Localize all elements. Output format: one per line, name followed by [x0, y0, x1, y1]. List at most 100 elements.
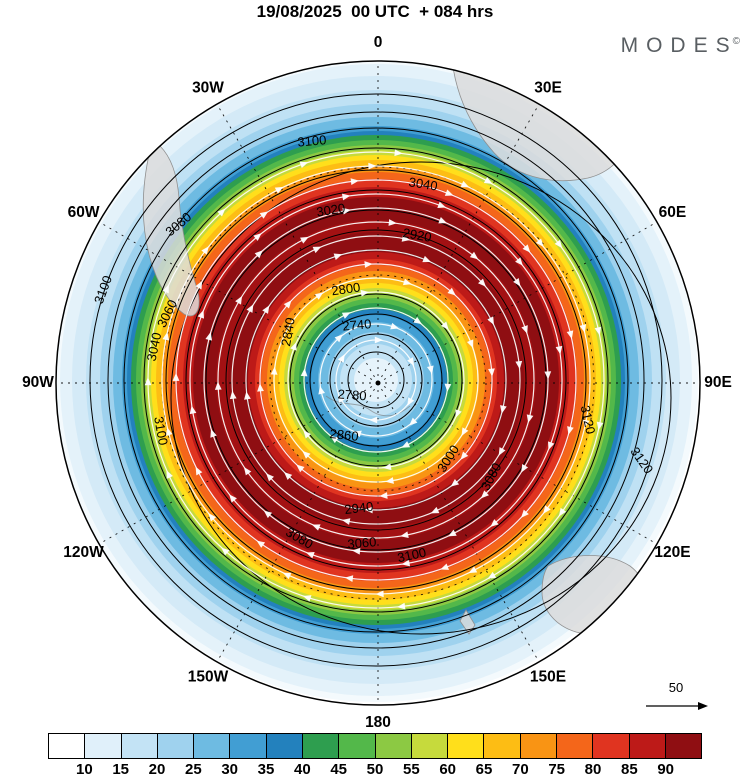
contour-label: 3100	[297, 132, 327, 149]
grid-meridian	[377, 382, 540, 663]
contour-label: 2800	[330, 280, 361, 299]
colorbar-cell	[194, 734, 231, 758]
contour-label: 2860	[329, 426, 359, 444]
longitude-label: 150W	[188, 669, 229, 686]
grid-meridian	[98, 382, 379, 545]
streamline-arrowhead	[526, 414, 534, 423]
streamline-arrowhead	[162, 284, 169, 294]
longitude-label: 150E	[530, 669, 566, 686]
contour-line	[89, 93, 663, 667]
streamline-arrowhead	[461, 427, 469, 437]
streamline-arrowhead	[409, 417, 418, 426]
streamline-arrowhead	[521, 509, 529, 518]
reference-wind-arrow: 50	[646, 680, 708, 710]
streamline-arrowhead	[438, 217, 447, 224]
colorbar-cell	[49, 734, 86, 758]
streamline-arrowhead	[262, 305, 270, 314]
contour-line	[289, 293, 463, 467]
contour-line	[309, 313, 443, 447]
longitude-label: 0	[374, 34, 383, 51]
streamline-arrowhead	[350, 178, 359, 185]
colorbar-tick: 60	[439, 761, 456, 778]
contour-line	[185, 189, 567, 571]
streamline-arrowhead	[460, 180, 470, 188]
streamline-arrowhead	[388, 219, 397, 226]
colorbar-tick: 85	[620, 761, 638, 778]
streamline-arrowhead	[567, 426, 574, 435]
contour-label: 3060	[347, 534, 377, 551]
streamline-arrowhead	[402, 278, 412, 286]
colorbar-cell	[85, 734, 122, 758]
streamline-arrowhead	[302, 595, 312, 602]
streamline-arrowhead	[490, 519, 499, 527]
streamline-arrowhead	[208, 513, 217, 522]
streamline-arrowhead	[555, 345, 563, 355]
streamline	[259, 263, 493, 497]
contour-label: 2740	[342, 316, 372, 333]
streamline-arrowhead	[468, 566, 478, 574]
streamline-arrowhead	[400, 531, 409, 539]
streamline-arrowhead	[266, 473, 274, 482]
streamline-arrowhead	[480, 490, 489, 499]
streamline-arrowhead	[318, 385, 326, 395]
colorbar-tick: 65	[475, 761, 493, 778]
colorbar-tick: 50	[366, 761, 384, 778]
contour-label: 3040	[408, 174, 439, 193]
modes-logo-text: MODES	[620, 34, 738, 57]
colorbar-cell	[157, 734, 195, 758]
streamline-arrowhead	[466, 339, 474, 349]
colorbar-tick: 20	[148, 761, 166, 778]
streamline-arrowhead	[342, 207, 351, 215]
streamline-arrowhead	[274, 186, 284, 194]
longitude-label: 30E	[534, 80, 562, 97]
contour-line	[107, 111, 645, 649]
streamline-arrowhead	[394, 149, 403, 157]
streamline-arrowhead	[440, 321, 449, 330]
streamline-arrowhead	[498, 447, 506, 456]
colorbar-tick: 75	[548, 761, 565, 778]
streamline-arrowhead	[554, 239, 563, 249]
streamline-arrowhead	[290, 342, 297, 351]
streamline-arrowhead	[596, 421, 604, 431]
streamline	[303, 307, 449, 453]
streamline-arrowhead	[390, 322, 399, 330]
colorbar-cell	[629, 734, 666, 758]
streamline-arrowhead	[197, 309, 205, 319]
longitude-label: 120E	[654, 544, 690, 561]
colorbar-cell	[665, 734, 702, 758]
streamline-arrowhead	[430, 506, 440, 514]
streamline-arrowhead	[282, 572, 292, 580]
streamline-arrowhead	[487, 571, 497, 579]
streamline-arrowhead	[448, 529, 457, 537]
streamline-arrowhead	[166, 470, 173, 479]
streamline-arrowhead	[214, 381, 222, 390]
contour-line	[170, 161, 672, 635]
colorbar-cell	[520, 734, 557, 758]
streamline-arrowhead	[305, 551, 315, 559]
colorbar-tick: 15	[112, 761, 129, 778]
colorbar-tick: 90	[657, 761, 674, 778]
streamline-arrowhead	[375, 590, 384, 598]
streamline-arrowhead	[422, 255, 432, 263]
streamline-arrowhead	[254, 250, 263, 259]
streamline-arrowhead	[401, 235, 411, 242]
streamline-arrowhead	[379, 492, 388, 499]
streamline-arrowhead	[244, 391, 251, 400]
streamline-arrowhead	[407, 357, 415, 366]
streamline-arrowhead	[165, 427, 173, 436]
colorbar-cell	[121, 734, 158, 758]
streamline-arrowhead	[594, 326, 602, 336]
streamline-arrowhead	[535, 238, 544, 247]
streamline-arrowhead	[253, 233, 262, 241]
streamline-arrowhead	[450, 479, 460, 487]
streamline-arrowhead	[205, 332, 213, 341]
streamline-arrowhead	[337, 394, 345, 403]
pole-marker	[375, 380, 381, 386]
streamline-arrowhead	[195, 466, 203, 476]
streamline-arrowhead	[558, 507, 567, 517]
contour-label: 3100	[151, 415, 171, 446]
longitude-label: 60E	[659, 204, 687, 221]
colorbar-tick: 30	[221, 761, 238, 778]
